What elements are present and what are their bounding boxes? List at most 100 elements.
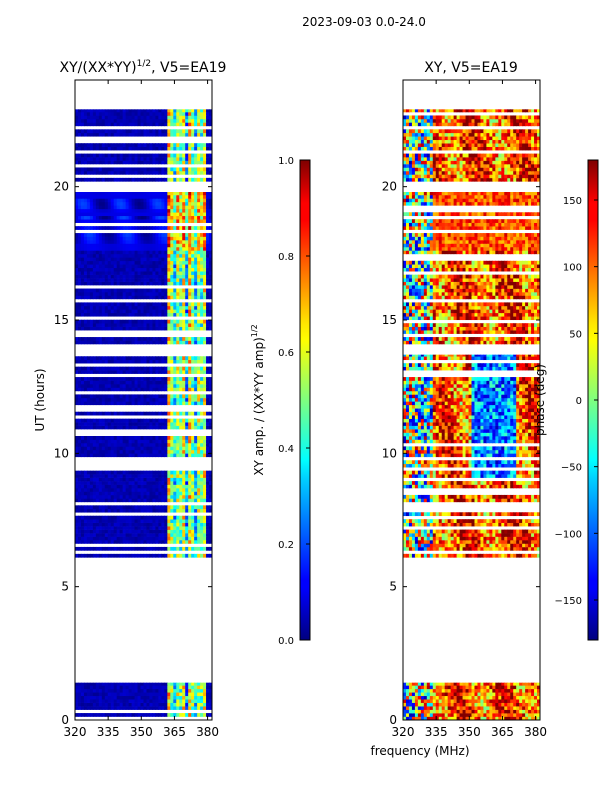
amplitude-cell	[75, 491, 79, 496]
amplitude-cell	[209, 312, 212, 317]
amplitude-cell	[194, 157, 198, 161]
amplitude-cell	[137, 422, 142, 426]
amplitude-cell	[167, 422, 171, 426]
amplitude-cell	[83, 215, 88, 220]
amplitude-cell	[134, 194, 139, 199]
amplitude-cell	[80, 115, 85, 120]
amplitude-cell	[182, 706, 186, 710]
amplitude-cell	[170, 384, 174, 388]
amplitude-cell	[110, 366, 115, 371]
amplitude-cell	[203, 453, 207, 458]
amplitude-cell	[209, 250, 212, 255]
amplitude-cell	[137, 233, 142, 237]
amplitude-cell	[104, 359, 109, 364]
amplitude-cell	[176, 695, 180, 700]
amplitude-cell	[75, 470, 79, 475]
amplitude-cell	[137, 477, 142, 482]
amplitude-cell	[194, 194, 198, 199]
amplitude-cell	[95, 474, 100, 478]
amplitude-cell	[98, 219, 103, 223]
amplitude-cell	[137, 359, 142, 364]
amplitude-cell	[107, 494, 112, 499]
phase-cell	[522, 709, 526, 714]
amplitude-cell	[77, 170, 82, 175]
amplitude-cell	[173, 309, 177, 314]
phase-cell	[411, 716, 416, 720]
amplitude-cell	[128, 359, 133, 364]
amplitude-cell	[110, 219, 115, 223]
amplitude-cell	[128, 157, 133, 161]
amplitude-cell	[110, 153, 115, 158]
amplitude-cell	[146, 713, 151, 717]
amplitude-cell	[116, 702, 121, 707]
amplitude-cell	[92, 132, 97, 137]
amplitude-cell	[75, 425, 79, 430]
phase-cell	[403, 706, 407, 710]
amplitude-cell	[182, 122, 186, 127]
amplitude-cell	[143, 702, 148, 707]
amplitude-cell	[146, 292, 151, 296]
amplitude-cell	[80, 397, 85, 402]
amplitude-cell	[197, 449, 201, 454]
amplitude-cell	[92, 312, 97, 317]
amplitude-cell	[107, 201, 112, 206]
amplitude-cell	[182, 422, 186, 426]
amplitude-cell	[149, 167, 154, 172]
amplitude-cell	[104, 132, 109, 137]
amplitude-cell	[194, 505, 198, 510]
amplitude-cell	[128, 153, 133, 158]
amplitude-cell	[95, 508, 100, 513]
amplitude-cell	[197, 397, 201, 402]
amplitude-cell	[128, 688, 133, 693]
amplitude-cell	[173, 208, 177, 213]
amplitude-cell	[104, 394, 109, 399]
phase-cell	[510, 706, 514, 710]
amplitude-cell	[128, 233, 133, 237]
amplitude-cell	[206, 319, 210, 324]
amplitude-cell	[203, 356, 207, 361]
amplitude-cell	[200, 449, 204, 454]
amplitude-cell	[77, 167, 82, 172]
amplitude-cell	[158, 226, 162, 230]
amplitude-cell	[209, 323, 212, 327]
amplitude-cell	[101, 305, 106, 310]
amplitude-cell	[182, 281, 186, 286]
amplitude-cell	[125, 201, 130, 206]
amplitude-cell	[185, 540, 189, 544]
amplitude-cell	[75, 359, 79, 364]
amplitude-cell	[200, 491, 204, 496]
phase-cell	[423, 709, 428, 714]
amplitude-cell	[185, 226, 189, 230]
amplitude-cell	[170, 397, 174, 402]
amplitude-cell	[86, 515, 91, 520]
amplitude-cell	[185, 250, 189, 255]
amplitude-cell	[125, 481, 130, 485]
amplitude-cell	[188, 397, 192, 402]
amplitude-cell	[128, 508, 133, 513]
amplitude-cell	[176, 253, 180, 258]
amplitude-cell	[131, 505, 136, 510]
amplitude-cell	[194, 387, 198, 392]
amplitude-cell	[179, 278, 183, 282]
amplitude-cell	[125, 553, 130, 558]
amplitude-cell	[143, 453, 148, 458]
amplitude-cell	[149, 359, 154, 364]
amplitude-cell	[116, 215, 121, 220]
amplitude-cell	[203, 418, 207, 423]
amplitude-cell	[149, 118, 154, 123]
amplitude-cell	[206, 422, 210, 426]
amplitude-cell	[146, 387, 151, 392]
amplitude-cell	[137, 491, 142, 496]
amplitude-cell	[164, 112, 168, 116]
amplitude-cell	[125, 540, 130, 544]
amplitude-cell	[122, 377, 127, 381]
amplitude-cell	[152, 442, 157, 447]
amplitude-cell	[89, 192, 94, 196]
amplitude-cell	[173, 702, 177, 707]
amplitude-cell	[92, 397, 97, 402]
amplitude-cell	[95, 706, 100, 710]
amplitude-cell	[75, 295, 79, 300]
amplitude-cell	[143, 494, 148, 499]
amplitude-cell	[206, 522, 210, 527]
amplitude-cell	[131, 219, 136, 223]
